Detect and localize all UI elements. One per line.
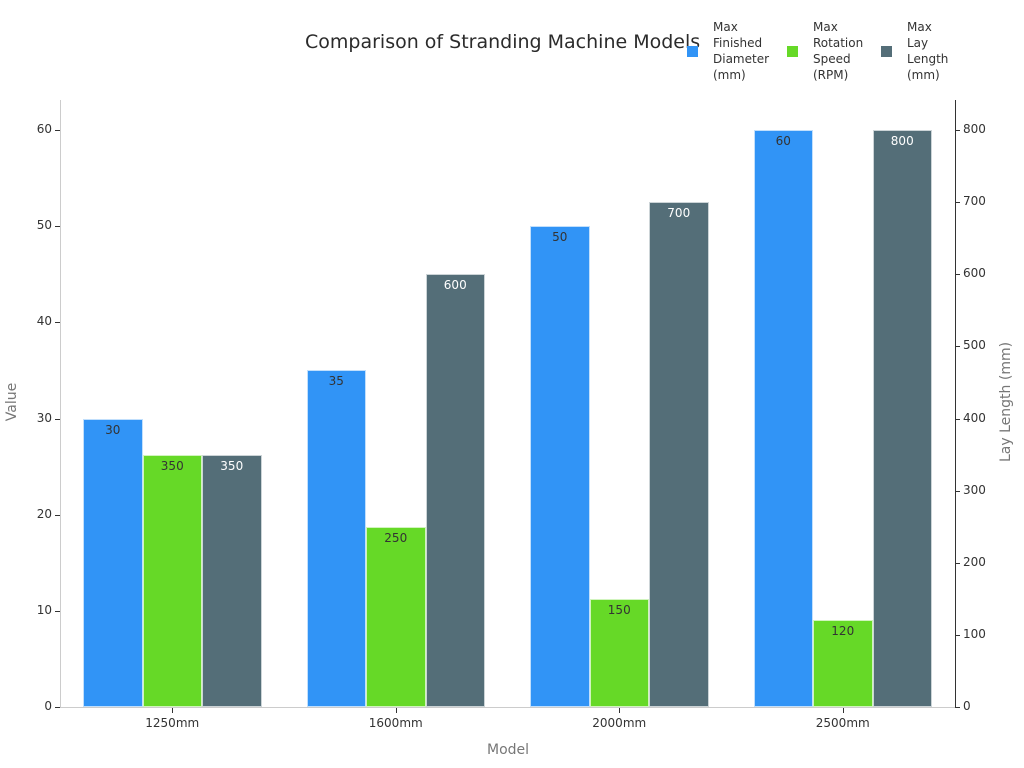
x-tick-mark [395,708,397,713]
bar[interactable]: 35 [306,370,366,707]
y-tick-mark [55,130,60,131]
y2-tick-mark [955,130,960,131]
y-tick-label: 10 [36,602,52,617]
y-axis-label: Value [4,382,20,422]
x-tick-mark [842,708,844,713]
legend-label-line: Max [907,20,932,34]
bar-value-label: 30 [105,422,121,437]
legend-swatch-icon [787,45,798,57]
x-tick-label: 1250mm [145,716,200,730]
y2-tick-label: 300 [963,482,986,497]
legend-swatch-icon [687,45,698,57]
y-tick-label: 40 [36,314,52,329]
bar[interactable]: 350 [202,454,262,707]
y-tick-label: 60 [36,122,52,136]
bar[interactable]: 150 [589,598,649,707]
bar[interactable]: 600 [425,274,485,707]
legend-label-line: Max [813,20,838,34]
y-tick-mark [55,707,60,708]
legend-item[interactable]: Max Rotation Speed (RPM) [787,19,893,83]
bar-value-label: 50 [552,230,568,245]
bar[interactable]: 60 [753,130,813,707]
legend-swatch-icon [881,45,892,57]
y-axis-line [60,100,61,707]
legend-label-line: Diameter [713,52,770,66]
legend-item[interactable]: Max Lay Length (mm) [881,19,987,83]
legend-label: Max Lay Length (mm) [907,19,987,83]
y2-tick-mark [955,274,960,276]
x-tick-label: 2000mm [592,716,647,730]
legend-label-line: (mm) [907,68,940,82]
bar[interactable]: 700 [649,202,709,707]
bar[interactable]: 50 [530,226,590,707]
y-tick-mark [55,514,60,516]
bar-value-label: 60 [775,134,791,148]
bar[interactable]: 250 [366,526,426,707]
y-tick-label: 0 [44,699,52,713]
y2-tick-mark [955,562,960,564]
y2-tick-label: 400 [963,410,986,425]
y2-axis-label: Lay Length (mm) [998,341,1014,462]
legend-label: Max Rotation Speed (RPM) [813,19,893,83]
bar-value-label: 700 [667,206,691,221]
y-tick-mark [55,610,60,612]
bar-value-label: 350 [160,458,184,473]
bar-value-label: 800 [890,134,914,148]
legend-label-line: Length [907,52,949,66]
bar[interactable]: 350 [142,454,202,707]
bar[interactable]: 30 [83,418,143,707]
legend-item[interactable]: Max Finished Diameter (mm) [687,19,793,83]
chart-title: Comparison of Stranding Machine Models [305,31,701,53]
y2-tick-label: 200 [963,554,986,569]
bar-value-label: 120 [831,624,855,639]
y2-tick-label: 800 [963,122,986,136]
x-tick-label: 1600mm [368,716,423,730]
y-tick-label: 50 [36,218,52,233]
legend-label-line: Lay [907,36,929,50]
y2-tick-label: 0 [963,699,971,713]
x-tick-label: 2500mm [815,716,870,730]
legend-label-line: (mm) [713,68,746,82]
bar-value-label: 350 [220,458,244,473]
bar-value-label: 250 [384,530,408,545]
legend-label-line: Rotation [813,36,864,50]
y2-tick-label: 500 [963,338,986,353]
y2-tick-mark [955,634,960,636]
y2-tick-label: 100 [963,626,986,641]
y-tick-mark [55,322,60,324]
y2-tick-mark [955,707,960,708]
x-tick-mark [619,708,621,713]
legend-label-line: Max [713,20,738,34]
y-tick-mark [55,226,60,228]
legend-label: Max Finished Diameter (mm) [713,19,793,83]
legend-label-line: Finished [713,36,763,50]
y2-tick-mark [955,490,960,492]
legend-label-line: (RPM) [813,68,849,82]
x-tick-mark [172,708,174,713]
bar[interactable]: 800 [872,130,932,707]
y2-tick-mark [955,202,960,204]
bar-value-label: 600 [443,278,467,293]
y2-tick-mark [955,346,960,348]
x-axis-line [60,707,955,708]
bar-value-label: 150 [607,602,631,617]
y-tick-label: 20 [36,506,52,521]
y2-tick-label: 700 [963,194,986,209]
y2-axis-line [955,100,956,707]
bar-value-label: 35 [328,374,344,389]
y-tick-mark [55,418,60,420]
y-tick-label: 30 [36,410,52,425]
x-axis-label: Model [487,742,530,758]
y2-tick-mark [955,418,960,420]
y2-tick-label: 600 [963,266,986,281]
bar[interactable]: 120 [813,620,873,707]
legend-label-line: Speed [813,52,851,66]
